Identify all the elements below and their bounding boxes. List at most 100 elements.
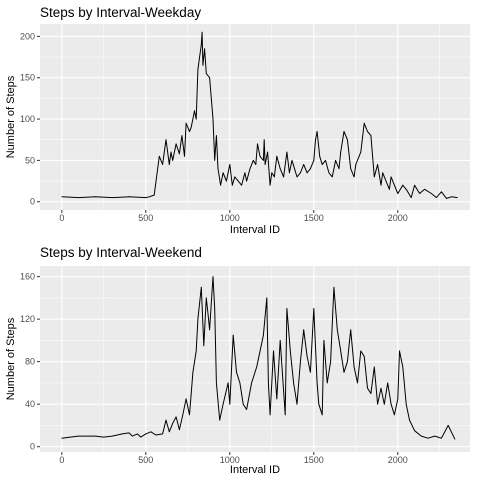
data-point [336, 329, 338, 331]
data-point [231, 184, 233, 186]
chart-title: Steps by Interval-Weekday [40, 5, 201, 20]
y-tick-label: 0 [30, 442, 35, 452]
data-point [291, 160, 293, 161]
data-point [385, 180, 387, 182]
data-point [236, 371, 237, 373]
data-point [128, 196, 130, 198]
data-point [319, 155, 321, 157]
data-point [333, 286, 335, 288]
data-point [172, 160, 174, 161]
data-point [197, 318, 199, 320]
data-point [303, 329, 305, 331]
data-point [255, 164, 257, 165]
data-point [226, 180, 227, 182]
data-point [269, 414, 271, 416]
y-tick-label: 200 [20, 31, 35, 41]
data-point [409, 419, 410, 421]
data-point [172, 422, 174, 424]
data-point [353, 176, 355, 178]
data-point [262, 334, 264, 336]
data-point [279, 340, 281, 341]
data-point [145, 197, 147, 199]
data-point [232, 334, 234, 336]
data-point [446, 198, 447, 199]
data-point [284, 414, 286, 416]
data-point [267, 151, 268, 153]
data-point [111, 197, 113, 199]
data-point [430, 193, 432, 194]
data-point [227, 382, 229, 384]
data-point [246, 180, 248, 182]
data-point [162, 433, 164, 435]
y-tick-label: 80 [25, 357, 35, 367]
data-point [294, 168, 295, 170]
y-tick-label: 100 [20, 114, 35, 124]
data-point [346, 139, 348, 141]
data-point [219, 419, 221, 421]
chart-panel-2: Steps by Interval-Weekend 0 500 1000 1500 200… [5, 245, 470, 476]
data-point [383, 403, 385, 405]
data-point [158, 155, 160, 157]
data-point [397, 193, 399, 194]
data-point [69, 436, 71, 438]
data-point [367, 131, 368, 132]
data-point [162, 164, 164, 165]
data-point [252, 160, 254, 161]
plot-background [40, 24, 470, 210]
data-point [318, 403, 320, 405]
y-axis-label: Number of Steps [5, 317, 17, 400]
plot-background [40, 266, 470, 452]
data-point [266, 297, 268, 299]
data-point [200, 286, 202, 288]
data-point [313, 160, 315, 161]
data-point [436, 197, 437, 199]
data-point [222, 403, 224, 405]
data-point [207, 313, 209, 315]
data-point [78, 435, 80, 437]
data-point [150, 431, 152, 433]
data-point [373, 366, 375, 368]
data-point [286, 151, 288, 153]
data-point [457, 197, 458, 199]
series-line-1 [61, 31, 458, 199]
x-tick-label: 500 [138, 455, 153, 465]
data-point [137, 433, 138, 435]
data-point [175, 143, 177, 145]
data-point [441, 437, 442, 439]
data-point [427, 437, 429, 439]
data-point [299, 361, 301, 363]
data-point [241, 184, 242, 186]
data-point [420, 435, 422, 437]
data-point [293, 382, 295, 384]
data-point [363, 122, 365, 124]
data-point [367, 387, 368, 389]
data-point [306, 355, 308, 357]
data-point [360, 151, 362, 153]
data-point [190, 126, 192, 128]
data-point [323, 340, 325, 341]
data-point [244, 172, 246, 174]
data-point [331, 176, 333, 178]
y-axis-label: Number of Steps [5, 75, 17, 158]
x-tick-label: 2000 [388, 455, 408, 465]
data-point [310, 168, 311, 170]
data-point [200, 44, 202, 46]
x-axis-label: Interval ID [230, 224, 280, 236]
data-point [251, 382, 253, 384]
data-point [405, 403, 407, 405]
data-point [397, 398, 399, 400]
data-point [377, 164, 379, 165]
data-point [355, 164, 357, 165]
data-point [296, 403, 298, 405]
data-point [220, 184, 221, 186]
data-point [153, 194, 155, 196]
data-point [410, 197, 412, 199]
data-point [209, 329, 211, 331]
data-point [321, 164, 323, 165]
data-point [268, 382, 269, 384]
data-point [350, 329, 352, 331]
x-tick-label: 500 [138, 213, 153, 223]
data-point [205, 73, 207, 74]
data-point [373, 176, 375, 178]
data-point [128, 432, 130, 434]
